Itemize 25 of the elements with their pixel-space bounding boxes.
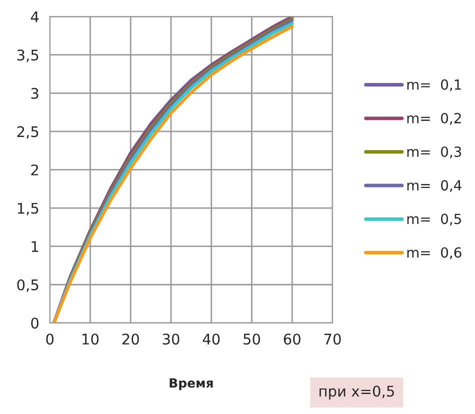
text: при x=0,5 xyxy=(320,386,394,400)
x-axis-title: Время xyxy=(170,378,213,390)
y-tick-label: 1,5 xyxy=(18,202,38,216)
x-tick-label: 70 xyxy=(324,334,341,345)
x-tick-label: 60 xyxy=(284,334,300,345)
x-tick-label: 10 xyxy=(82,334,99,345)
x-tick-label: 40 xyxy=(202,334,220,345)
y-tick-label: 0,5 xyxy=(17,279,38,292)
legend-label: m= 0,6 xyxy=(407,247,462,260)
y-tick-label: 0 xyxy=(31,318,38,329)
y-tick-label: 2 xyxy=(31,164,38,176)
y-tick-label: 3 xyxy=(31,88,38,99)
x-tick-label: 0 xyxy=(46,334,54,345)
legend-label: m= 0,4 xyxy=(407,180,462,192)
legend-label: m= 0,3 xyxy=(407,146,462,158)
legend-label: m= 0,1 xyxy=(407,79,461,92)
x-tick-label: 20 xyxy=(122,334,139,345)
x-tick-label: 50 xyxy=(244,334,260,345)
y-tick-label: 2,5 xyxy=(17,126,38,139)
legend-label: m= 0,2 xyxy=(407,112,461,125)
y-tick-label: 3,5 xyxy=(17,50,38,62)
x-tick-label: 30 xyxy=(162,334,180,345)
legend-label: m= 0,5 xyxy=(407,214,461,226)
y-tick-label: 1 xyxy=(32,241,38,252)
y-tick-label: 4 xyxy=(30,11,39,22)
